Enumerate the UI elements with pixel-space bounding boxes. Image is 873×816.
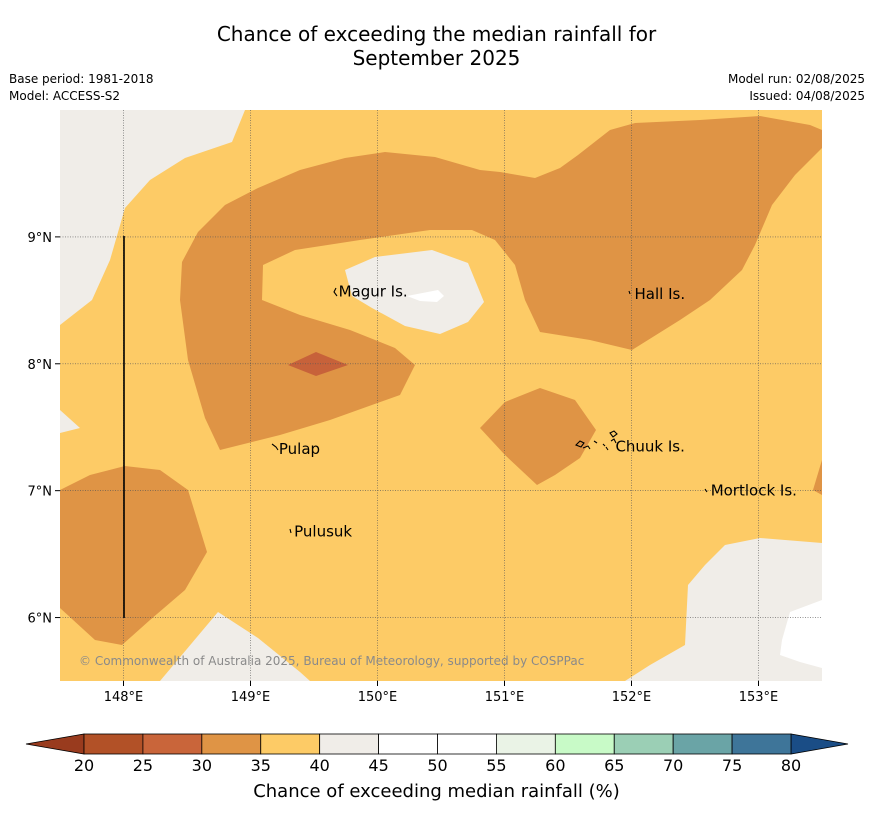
colorbar-tick-label: 60 (545, 756, 565, 775)
colorbar-tick-label: 20 (74, 756, 94, 775)
colorbar-tick-label: 75 (722, 756, 742, 775)
colorbar-swatch (672, 733, 733, 755)
place-label-hall-is: Hall Is. (635, 285, 686, 303)
region-30-35-chuuk (480, 388, 596, 485)
model-run: Model run: 02/08/2025 (727, 72, 865, 86)
colorbar-swatch (437, 733, 497, 755)
lat-tick-label: 8°N (28, 358, 53, 373)
place-label-chuuk-is: Chuuk Is. (615, 437, 684, 455)
lon-tick-label: 152°E (612, 690, 652, 705)
region-40-45-southeast (625, 538, 822, 681)
region-40-45-west (60, 410, 80, 433)
copyright-text: © Commonwealth of Australia 2025, Bureau… (79, 654, 584, 668)
colorbar-tick-label: 30 (192, 756, 212, 775)
colorbar-tick-label: 40 (309, 756, 329, 775)
axis-labels: 148°E 149°E 150°E 151°E 152°E 153°E 9°N 8°N 7°N 6… (28, 231, 779, 705)
colorbar-swatch (554, 733, 615, 755)
lat-tick-label: 9°N (28, 231, 53, 246)
place-label-magur-is: Magur Is. (339, 282, 408, 300)
place-labels: Magur Is. Hall Is. Pulap Chuuk Is. Mortlock … (279, 282, 797, 540)
colorbar-tick-label: 70 (663, 756, 683, 775)
pulusuk-outline (289, 528, 292, 534)
lon-tick-label: 151°E (485, 690, 525, 705)
region-45-55-magur (407, 290, 444, 302)
place-label-mortlock-is: Mortlock Is. (711, 482, 797, 500)
colorbar-tick-label: 55 (486, 756, 506, 775)
title-line-2: September 2025 (352, 46, 521, 70)
colorbar-title: Chance of exceeding median rainfall (%) (253, 781, 620, 802)
region-40-45-northwest (60, 110, 245, 325)
place-label-pulap: Pulap (279, 440, 320, 458)
meta-right: Model run: 02/08/2025 Issued: 04/08/2025 (728, 71, 865, 105)
colorbar-swatch (260, 733, 321, 755)
magur-outline (333, 287, 338, 297)
region-30-35-east (813, 460, 822, 495)
colorbar-tick-label: 25 (133, 756, 153, 775)
base-period: Base period: 1981-2018 (9, 72, 154, 86)
pulap-outline (271, 443, 279, 451)
lat-tick-label: 6°N (28, 612, 53, 627)
colorbar-over-arrow (790, 733, 849, 755)
colorbar: 20 25 30 35 40 45 50 55 60 65 70 75 80 (25, 733, 849, 775)
hall-outline (628, 290, 631, 295)
island-outlines (271, 287, 708, 534)
colorbar-swatch (83, 733, 144, 755)
colorbar-swatch (731, 733, 792, 755)
place-label-pulusuk: Pulusuk (294, 522, 352, 540)
colorbar-swatch (496, 733, 556, 755)
issued-date: Issued: 04/08/2025 (749, 89, 865, 103)
lon-tick-label: 153°E (739, 690, 779, 705)
colorbar-swatch (319, 733, 379, 755)
map-plot: Magur Is. Hall Is. Pulap Chuuk Is. Mortlock … (60, 110, 822, 681)
colorbar-tick-label: 45 (368, 756, 388, 775)
region-45-55-southeast (780, 600, 822, 668)
lon-tick-label: 149°E (231, 690, 271, 705)
colorbar-tick-label: 80 (781, 756, 801, 775)
lon-tick-label: 150°E (358, 690, 398, 705)
model-name: Model: ACCESS-S2 (9, 89, 121, 103)
region-40-45-central-north (345, 250, 484, 334)
lat-tick-label: 7°N (28, 485, 53, 500)
colorbar-tick-label: 65 (604, 756, 624, 775)
region-30-35-southwest (60, 466, 207, 645)
chuuk-outline (575, 430, 618, 451)
colorbar-swatch (613, 733, 674, 755)
lon-tick-label: 148°E (104, 690, 144, 705)
mortlock-outline (704, 488, 708, 493)
colorbar-swatch (201, 733, 262, 755)
colorbar-tick-label: 35 (251, 756, 271, 775)
colorbar-swatch (142, 733, 203, 755)
meta-left: Base period: 1981-2018 Model: ACCESS-S2 (9, 71, 154, 105)
chart-title: Chance of exceeding the median rainfall … (0, 22, 873, 70)
region-40-45-southwest (160, 612, 310, 681)
colorbar-under-arrow (25, 733, 85, 755)
colorbar-tick-label: 50 (427, 756, 447, 775)
colorbar-swatch (378, 733, 438, 755)
title-line-1: Chance of exceeding the median rainfall … (216, 22, 657, 46)
